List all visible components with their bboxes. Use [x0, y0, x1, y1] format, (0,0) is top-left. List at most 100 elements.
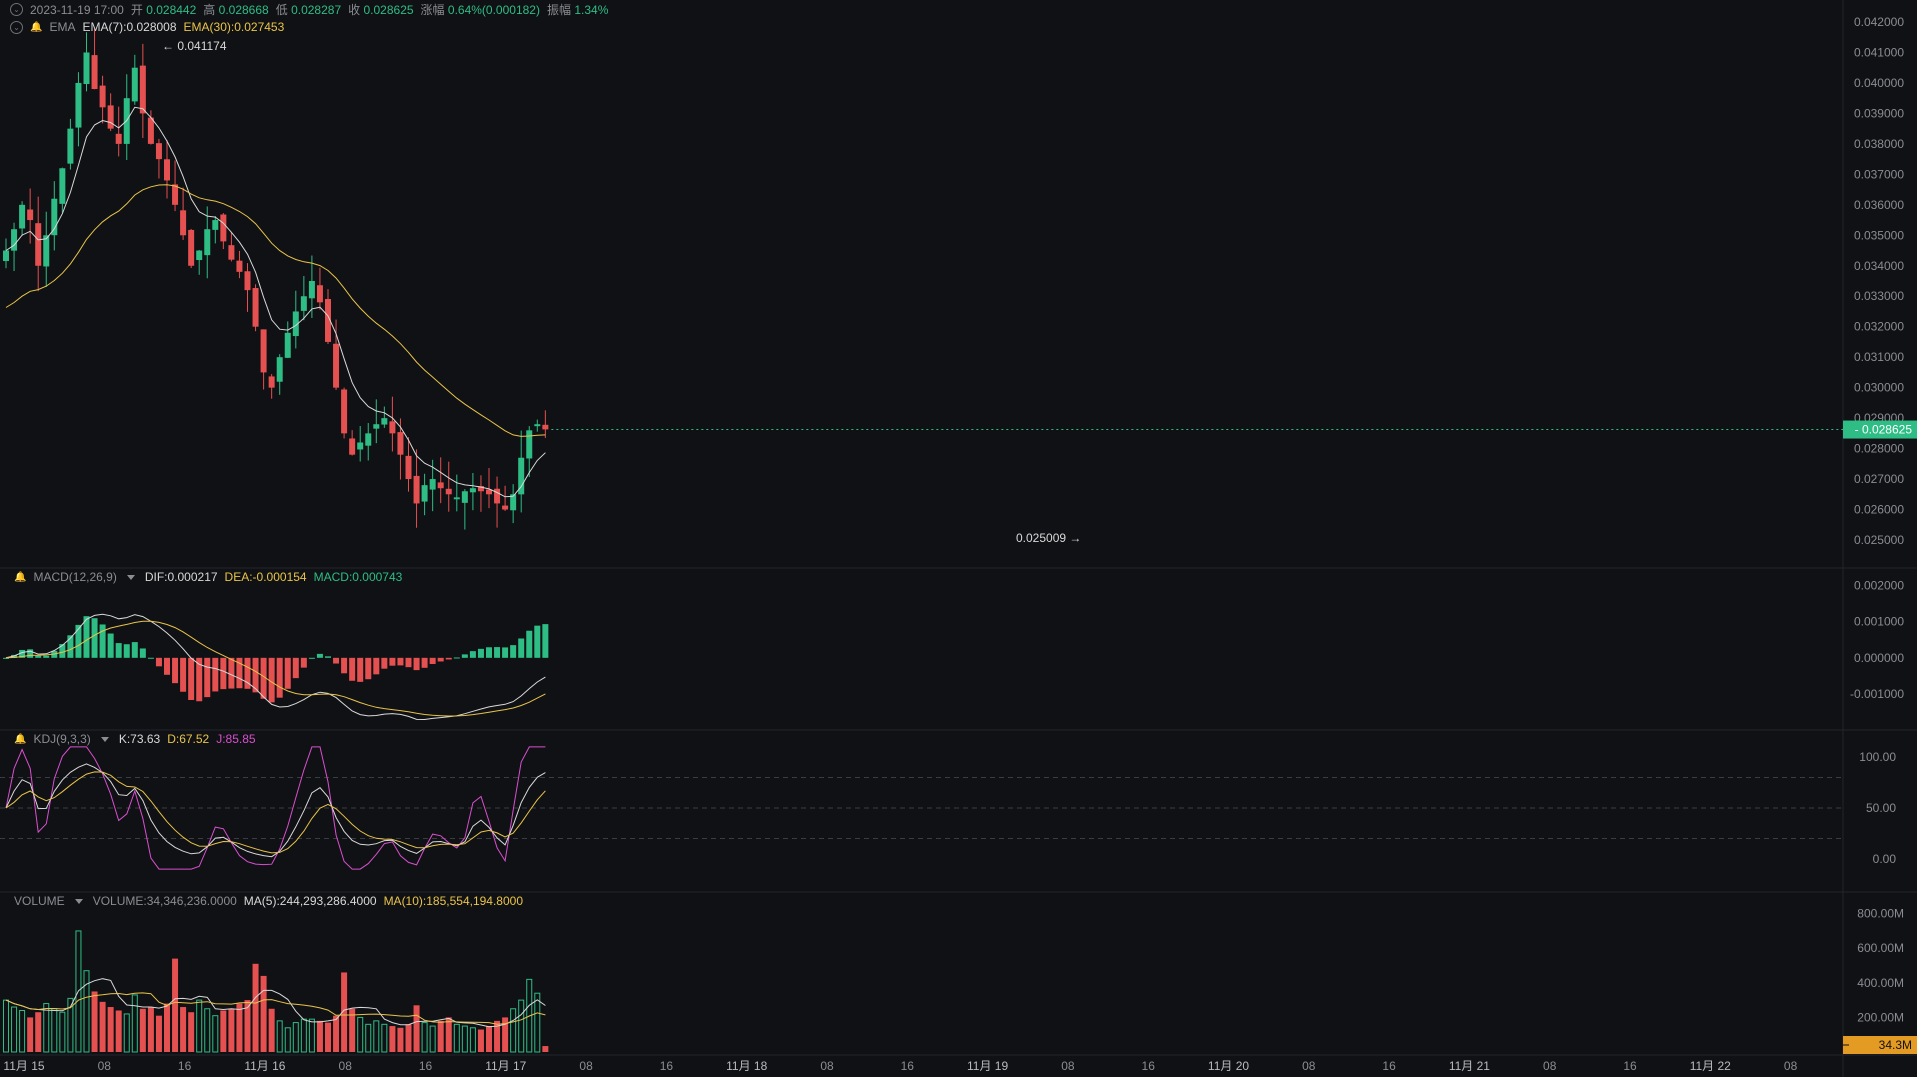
macd-bar[interactable]	[542, 624, 549, 658]
volume-bar[interactable]	[107, 1007, 114, 1052]
volume-bar[interactable]	[421, 1022, 428, 1053]
chevron-down-icon[interactable]	[74, 898, 83, 904]
macd-bar[interactable]	[405, 657, 412, 668]
candle[interactable]	[51, 181, 58, 251]
candle-body[interactable]	[115, 133, 122, 144]
candle-body[interactable]	[421, 485, 428, 502]
volume-bar[interactable]	[526, 978, 533, 1053]
volume-bar[interactable]	[212, 1015, 219, 1053]
volume-bar[interactable]	[51, 1008, 58, 1053]
volume-bar[interactable]	[518, 999, 525, 1053]
candle-body[interactable]	[19, 204, 26, 229]
candle-body[interactable]	[228, 245, 235, 260]
macd-bar[interactable]	[91, 618, 98, 658]
macd-bar[interactable]	[212, 657, 219, 692]
macd-bar[interactable]	[172, 657, 179, 684]
candle[interactable]	[510, 484, 517, 524]
macd-bar[interactable]	[35, 655, 42, 658]
candle[interactable]	[429, 459, 436, 512]
volume-bar[interactable]	[429, 1025, 436, 1053]
candle-body[interactable]	[131, 67, 138, 102]
candle[interactable]	[220, 213, 227, 250]
candle[interactable]	[405, 437, 412, 492]
volume-bar[interactable]	[115, 1010, 122, 1052]
candle-body[interactable]	[526, 430, 533, 459]
candle-body[interactable]	[139, 65, 146, 114]
macd-bar[interactable]	[99, 624, 106, 658]
chevron-down-icon[interactable]	[126, 574, 135, 580]
macd-bar[interactable]	[180, 657, 187, 692]
candle-body[interactable]	[67, 128, 74, 164]
candle-body[interactable]	[510, 494, 517, 511]
candle[interactable]	[316, 267, 323, 310]
volume-bar[interactable]	[469, 1027, 476, 1053]
candle-body[interactable]	[365, 433, 372, 446]
macd-bar[interactable]	[75, 624, 82, 658]
macd-bar[interactable]	[429, 657, 436, 664]
volume-bar[interactable]	[164, 1003, 170, 1052]
macd-bar[interactable]	[308, 657, 315, 659]
candle-body[interactable]	[534, 424, 541, 427]
macd-bar[interactable]	[147, 657, 154, 659]
candle-body[interactable]	[349, 438, 356, 455]
candle[interactable]	[188, 228, 195, 269]
candle-body[interactable]	[405, 455, 412, 480]
candle[interactable]	[381, 406, 388, 428]
volume-bar[interactable]	[502, 1017, 509, 1052]
macd-bar[interactable]	[292, 657, 299, 679]
volume-bar[interactable]	[236, 1003, 243, 1052]
candle[interactable]	[333, 319, 340, 390]
candle[interactable]	[212, 216, 219, 244]
macd-bar[interactable]	[453, 657, 460, 659]
macd-bar[interactable]	[268, 657, 275, 703]
volume-bar[interactable]	[357, 1016, 364, 1053]
macd-bar[interactable]	[43, 655, 50, 658]
candle-body[interactable]	[11, 229, 18, 251]
macd-bar[interactable]	[534, 625, 541, 658]
candle-body[interactable]	[83, 52, 90, 85]
candle[interactable]	[308, 255, 315, 318]
volume-bar[interactable]	[180, 1007, 187, 1052]
candle-body[interactable]	[43, 235, 50, 267]
macd-bar[interactable]	[397, 657, 404, 666]
macd-bar[interactable]	[139, 648, 146, 658]
candle[interactable]	[268, 374, 275, 399]
candle-body[interactable]	[429, 479, 436, 490]
candle-body[interactable]	[212, 220, 219, 230]
candle[interactable]	[236, 250, 243, 279]
volume-bar[interactable]	[300, 1018, 307, 1053]
volume-bar[interactable]	[405, 1024, 412, 1052]
candle[interactable]	[107, 93, 114, 132]
candle-body[interactable]	[486, 489, 492, 495]
candle[interactable]	[131, 54, 138, 105]
volume-bar[interactable]	[244, 1000, 251, 1052]
collapse-icon[interactable]: ⌄	[10, 20, 23, 34]
volume-bar[interactable]	[341, 972, 348, 1052]
candle-body[interactable]	[27, 209, 34, 221]
volume-bar[interactable]	[123, 1013, 130, 1053]
macd-bar[interactable]	[373, 657, 380, 675]
volume-bar[interactable]	[373, 1020, 380, 1053]
candle-body[interactable]	[518, 457, 525, 495]
candle[interactable]	[59, 167, 66, 213]
macd-bar[interactable]	[502, 647, 509, 658]
candle[interactable]	[27, 188, 34, 244]
candle-body[interactable]	[453, 497, 460, 500]
candle-body[interactable]	[51, 198, 58, 236]
macd-bar[interactable]	[486, 647, 492, 658]
candle-body[interactable]	[91, 55, 98, 90]
volume-bar[interactable]	[172, 958, 179, 1052]
volume-bar[interactable]	[316, 1020, 323, 1052]
candle-body[interactable]	[180, 210, 187, 236]
volume-bar[interactable]	[67, 997, 74, 1053]
collapse-icon[interactable]: ⌄	[10, 3, 23, 16]
volume-bar[interactable]	[260, 975, 267, 1052]
macd-bar[interactable]	[325, 656, 331, 658]
volume-pane[interactable]	[3, 930, 549, 1053]
candle-body[interactable]	[147, 117, 154, 144]
macd-bar[interactable]	[131, 642, 138, 658]
candle-body[interactable]	[437, 482, 444, 489]
macd-bar[interactable]	[220, 657, 227, 690]
candle[interactable]	[453, 474, 460, 512]
macd-bar[interactable]	[115, 643, 122, 658]
